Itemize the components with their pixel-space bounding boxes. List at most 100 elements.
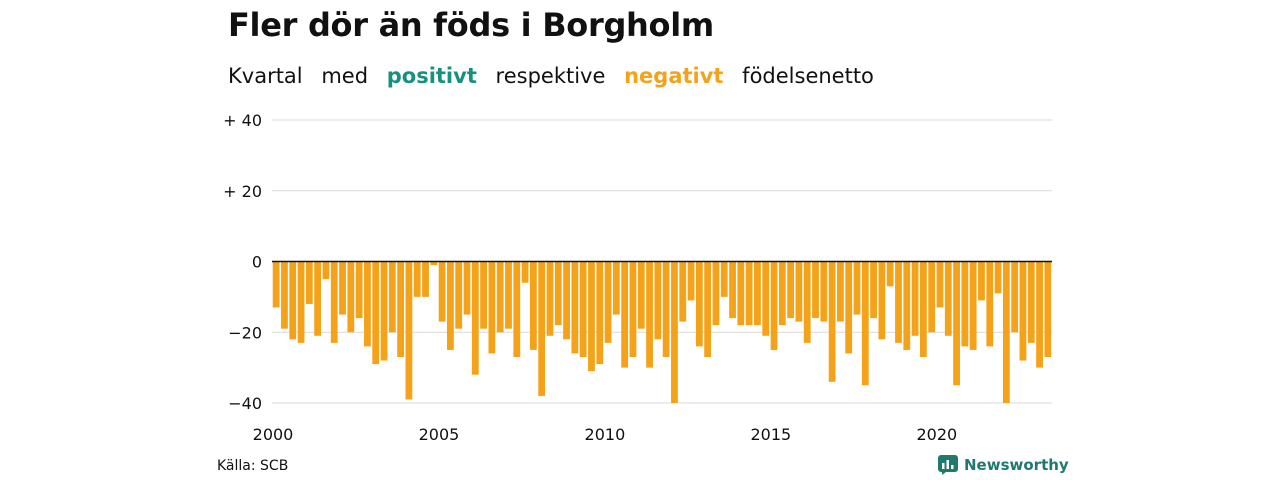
- bar: [853, 261, 861, 315]
- bar: [322, 261, 330, 280]
- bar: [413, 261, 421, 297]
- bar: [554, 261, 562, 326]
- bar: [1036, 261, 1043, 368]
- bar: [305, 261, 313, 304]
- bar: [695, 261, 703, 347]
- bar: [837, 261, 844, 322]
- bar: [405, 261, 413, 400]
- bar: [604, 261, 612, 343]
- bar: [795, 261, 803, 322]
- bar: [903, 261, 911, 350]
- bar: [330, 261, 338, 343]
- bar: [281, 261, 288, 329]
- bar: [820, 261, 828, 322]
- bar: [347, 261, 355, 333]
- x-tick-label: 2020: [916, 425, 957, 444]
- x-tick-label: 2000: [253, 425, 294, 444]
- bar: [637, 261, 645, 329]
- bar: [737, 261, 745, 326]
- bar: [754, 261, 761, 326]
- bar: [911, 261, 919, 336]
- bar: [505, 261, 512, 329]
- bar: [596, 261, 604, 365]
- chart-subtitle: Kvartal med positivt respektive negativt…: [228, 64, 886, 88]
- bar: [1044, 261, 1052, 358]
- bar: [538, 261, 546, 396]
- bar-chart-icon: [938, 455, 958, 475]
- bar: [895, 261, 902, 343]
- source-note: Källa: SCB: [217, 458, 289, 474]
- bar: [919, 261, 927, 358]
- chart-title: Fler dör än föds i Borgholm: [228, 6, 714, 44]
- bar: [612, 261, 620, 315]
- bar: [546, 261, 554, 336]
- bar: [671, 261, 678, 403]
- y-tick-label: + 20: [223, 182, 262, 201]
- bar: [388, 261, 396, 333]
- bar: [297, 261, 305, 343]
- bar: [1027, 261, 1035, 343]
- bar: [529, 261, 537, 350]
- bar: [1019, 261, 1027, 361]
- bar: [521, 261, 529, 283]
- bar: [563, 261, 570, 340]
- bar: [886, 261, 894, 287]
- bar: [646, 261, 653, 368]
- bar: [1002, 261, 1010, 403]
- bar: [878, 261, 886, 340]
- bar: [712, 261, 720, 326]
- subtitle-word: Kvartal: [228, 64, 303, 88]
- bar: [471, 261, 479, 375]
- bar: [944, 261, 952, 336]
- bar: [289, 261, 297, 340]
- bar: [986, 261, 994, 347]
- subtitle-positive: positivt: [386, 64, 477, 88]
- brand-logo: Newsworthy: [938, 455, 1069, 475]
- bar: [687, 261, 695, 301]
- bar: [397, 261, 405, 358]
- subtitle-negative: negativt: [624, 64, 724, 88]
- bar: [513, 261, 521, 358]
- subtitle-word: respektive: [495, 64, 606, 88]
- bar: [272, 261, 280, 308]
- bar: [953, 261, 960, 386]
- bar: [621, 261, 629, 368]
- bar: [588, 261, 595, 372]
- bar: [870, 261, 877, 319]
- bar: [928, 261, 936, 333]
- bar: [364, 261, 371, 347]
- bars-layer: [272, 261, 1052, 403]
- bar: [571, 261, 579, 354]
- bar: [654, 261, 662, 340]
- y-tick-label: −20: [228, 323, 262, 342]
- bar: [662, 261, 670, 358]
- bar: [679, 261, 687, 322]
- bar: [803, 261, 811, 343]
- bar: [422, 261, 429, 297]
- bar: [488, 261, 496, 354]
- y-tick-label: −40: [228, 394, 262, 413]
- bar: [380, 261, 388, 361]
- bar: [438, 261, 446, 322]
- bar: [1011, 261, 1019, 333]
- bar: [828, 261, 836, 382]
- bar: [994, 261, 1002, 294]
- bar: [355, 261, 363, 319]
- bar: [455, 261, 463, 329]
- bar: [314, 261, 322, 336]
- bar: [372, 261, 380, 365]
- y-tick-label: 0: [252, 253, 262, 272]
- x-tick-label: 2010: [585, 425, 626, 444]
- bar: [745, 261, 753, 326]
- bar: [496, 261, 504, 333]
- bar: [845, 261, 853, 354]
- bar: [629, 261, 637, 358]
- bar: [480, 261, 487, 329]
- bar: [762, 261, 770, 336]
- axis-layer: + 40 + 20 0 −20 −40 2000 2005 2010 2015 2020: [223, 111, 1052, 444]
- subtitle-word: med: [321, 64, 369, 88]
- bar: [969, 261, 977, 350]
- bar: [787, 261, 795, 319]
- bar: [704, 261, 712, 358]
